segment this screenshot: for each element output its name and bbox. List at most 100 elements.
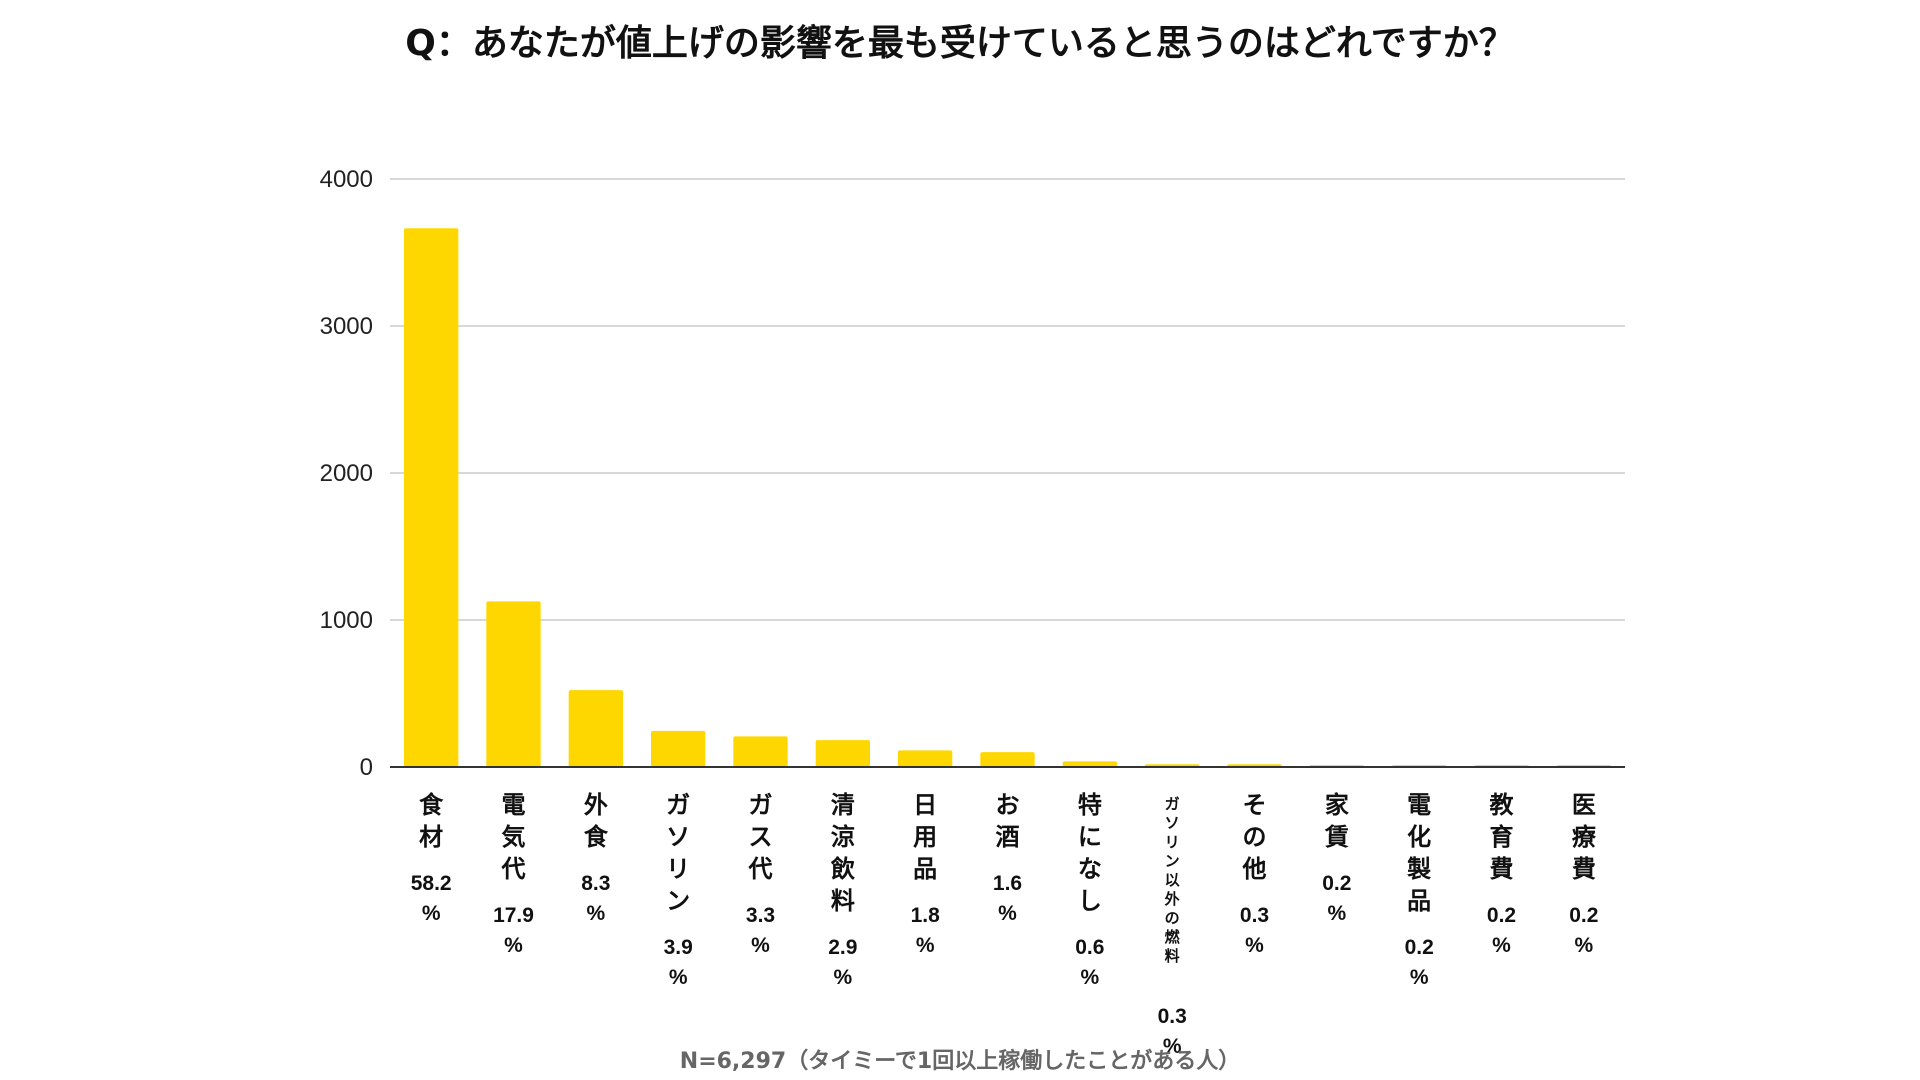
category-glyph: ソ [1165, 814, 1180, 832]
category-glyph: 教 [1490, 791, 1515, 819]
percent-value-1: 58.2 [411, 872, 452, 895]
category-glyph: 日 [913, 791, 937, 819]
category-glyph: 化 [1407, 823, 1431, 851]
category-glyph: 気 [502, 823, 526, 851]
category-glyph: 家 [1325, 791, 1349, 819]
category-glyph: 電 [1407, 791, 1431, 819]
category-glyph: 電 [502, 791, 526, 819]
percent-value-5: 3.3 [746, 904, 775, 927]
percent-unit: % [751, 934, 770, 957]
category-label-3: 外食 8.3% [581, 791, 610, 925]
category-label-12: 家賃 0.2% [1322, 791, 1351, 925]
category-label-5: ガス代 3.3% [746, 791, 775, 957]
percent-unit: % [586, 902, 605, 925]
y-tick-label-4000: 4000 [320, 166, 373, 193]
bar-4 [650, 730, 706, 767]
category-glyph: 育 [1490, 823, 1514, 851]
category-glyph: ン [1165, 852, 1180, 870]
category-glyph: 費 [1490, 855, 1514, 883]
percent-value-8: 1.6 [993, 872, 1022, 895]
y-tick-label-0: 0 [360, 754, 373, 781]
y-tick-label-3000: 3000 [320, 313, 373, 340]
percent-value-4: 3.9 [664, 936, 693, 959]
percent-value-13: 0.2 [1405, 936, 1434, 959]
category-glyph: 療 [1572, 823, 1597, 851]
bar-1 [403, 228, 459, 767]
category-label-11: その他 0.3% [1240, 791, 1269, 957]
category-glyph: 製 [1407, 855, 1431, 883]
category-label-7: 日用品 1.8% [911, 791, 941, 957]
percent-unit: % [1080, 966, 1099, 989]
category-glyph: 酒 [996, 823, 1020, 851]
percent-unit: % [1245, 934, 1264, 957]
category-glyph: 賃 [1324, 823, 1349, 851]
category-label-14: 教育費 0.2% [1487, 791, 1516, 957]
grid-layer [390, 178, 1625, 621]
category-glyph: 外 [1164, 890, 1180, 908]
category-glyph: 医 [1572, 791, 1596, 819]
category-glyph: 他 [1242, 855, 1267, 883]
category-label-2: 電気代 17.9% [493, 791, 534, 957]
category-glyph: ス [749, 823, 773, 851]
percent-unit: % [669, 966, 688, 989]
category-glyph: の [1243, 823, 1267, 851]
bar-5 [733, 736, 788, 767]
category-glyph: 代 [748, 855, 773, 883]
category-glyph: 料 [1165, 947, 1180, 965]
category-glyph: 用 [913, 823, 937, 851]
y-tick-label-1000: 1000 [320, 607, 373, 634]
category-glyph: ソ [666, 823, 690, 851]
category-glyph: 品 [913, 855, 937, 883]
percent-unit: % [833, 966, 852, 989]
category-label-15: 医療費 0.2% [1569, 791, 1598, 957]
bar-2 [486, 601, 541, 767]
category-glyph: 費 [1572, 855, 1596, 883]
category-glyph: 料 [831, 887, 855, 915]
percent-unit: % [1410, 966, 1429, 989]
percent-value-12: 0.2 [1322, 872, 1351, 895]
category-glyph: ン [666, 887, 690, 915]
percent-unit: % [1327, 902, 1346, 925]
percent-value-15: 0.2 [1569, 904, 1598, 927]
percent-unit: % [504, 934, 523, 957]
category-glyph: 外 [584, 791, 608, 819]
category-label-1: 食材 58.2% [411, 791, 452, 925]
category-glyph: 燃 [1165, 928, 1181, 946]
category-glyph: 食 [419, 791, 444, 819]
category-glyph: ガ [666, 791, 690, 819]
sample-size-note: N=6,297（タイミーで1回以上稼働したことがある人） [679, 1049, 1241, 1074]
category-glyph: な [1078, 855, 1102, 883]
percent-unit: % [1492, 934, 1511, 957]
category-glyph: リ [1165, 833, 1180, 851]
bar-3 [568, 690, 624, 767]
percent-unit: % [916, 934, 935, 957]
category-glyph: 飲 [830, 855, 856, 883]
category-glyph: 品 [1407, 887, 1431, 915]
category-glyph: し [1078, 887, 1102, 915]
y-axis-ticks: 0 1000 2000 3000 4000 [320, 166, 373, 781]
bars [403, 228, 1612, 767]
percent-unit: % [422, 902, 441, 925]
category-glyph: に [1078, 823, 1102, 851]
category-glyph: の [1165, 909, 1180, 927]
category-glyph: リ [666, 855, 690, 883]
category-glyph: ガ [1165, 795, 1180, 813]
category-glyph: 以 [1165, 871, 1180, 889]
percent-unit: % [998, 902, 1017, 925]
percent-value-9: 0.6 [1075, 936, 1104, 959]
bar-6 [815, 740, 871, 767]
category-labels: 食材58.2%電気代17.9%外食8.3%ガソリン3.9%ガス代3.3%清涼飲料… [411, 791, 1599, 1058]
bar-7 [897, 750, 953, 767]
percent-value-14: 0.2 [1487, 904, 1516, 927]
bar-8 [980, 752, 1035, 767]
percent-value-10: 0.3 [1158, 1005, 1187, 1028]
bar-9 [1062, 761, 1118, 767]
category-glyph: そ [1243, 791, 1267, 819]
category-glyph: 食 [584, 823, 609, 851]
percent-value-6: 2.9 [828, 936, 857, 959]
